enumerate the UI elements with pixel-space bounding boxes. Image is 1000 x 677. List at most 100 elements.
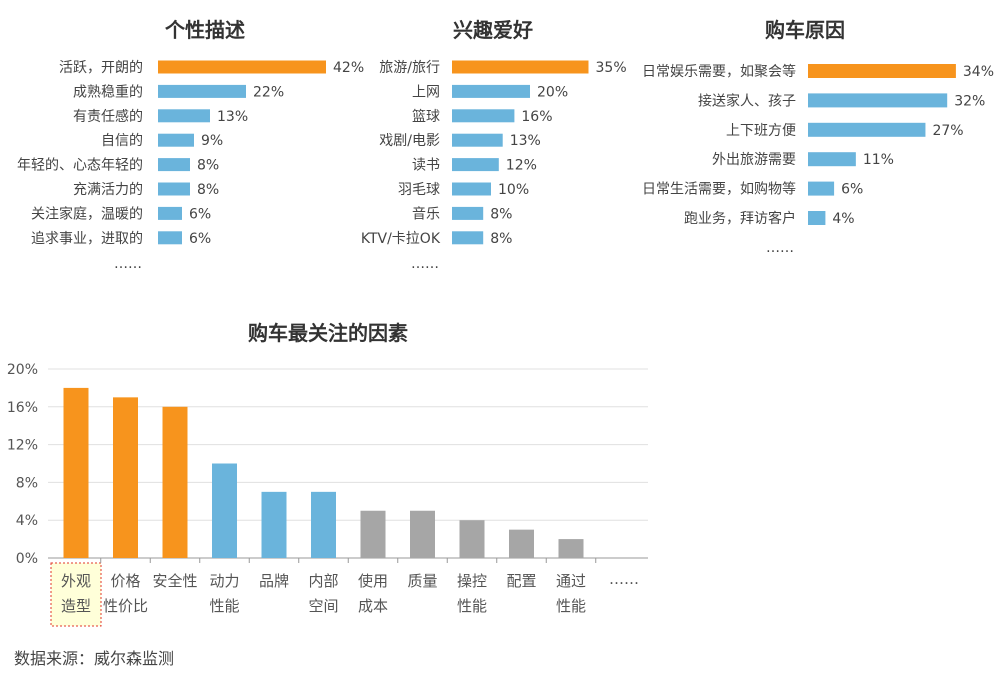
reason-category-label: 外出旅游需要 xyxy=(712,152,796,168)
factor-bar xyxy=(63,387,89,558)
factor-category-label: 安全性 xyxy=(152,572,197,590)
interest-bar xyxy=(452,231,484,245)
interest-more-indicator: …… xyxy=(411,256,439,272)
reason-value-label: 27% xyxy=(932,123,963,139)
personality-category-label: 年轻的、心态年轻的 xyxy=(17,158,143,174)
interest-bar xyxy=(452,133,503,147)
personality-category-label: 关注家庭，温暖的 xyxy=(31,205,143,222)
personality-bar xyxy=(158,158,190,172)
factor-category-label: 质量 xyxy=(407,572,437,590)
personality-bar xyxy=(158,60,326,74)
interest-value-label: 35% xyxy=(596,60,627,76)
interest-chart-title: 兴趣爱好 xyxy=(453,18,533,42)
factor-category-label: 性能 xyxy=(556,597,586,615)
interest-bar xyxy=(452,84,530,98)
factor-bar xyxy=(261,491,287,558)
factor-bar xyxy=(558,539,584,558)
reason-more-indicator: …… xyxy=(766,240,794,256)
factor-category-label: 操控 xyxy=(457,572,487,590)
interest-value-label: 8% xyxy=(490,206,512,222)
factor-bar xyxy=(212,463,237,558)
interest-category-label: 音乐 xyxy=(412,205,440,222)
interest-category-label: 读书 xyxy=(412,157,440,174)
y-tick-label: 20% xyxy=(7,362,38,378)
personality-value-label: 8% xyxy=(197,182,219,198)
highlight-category-box xyxy=(50,562,102,627)
reason-bar xyxy=(808,211,826,225)
personality-category-label: 有责任感的 xyxy=(73,108,143,125)
reason-category-label: 接送家人、孩子 xyxy=(698,92,796,109)
interest-value-label: 20% xyxy=(537,84,568,100)
interest-category-label: 旅游/旅行 xyxy=(379,60,440,76)
reason-category-label: 上下班方便 xyxy=(726,123,796,139)
personality-category-label: 自信的 xyxy=(101,133,143,149)
personality-value-label: 42% xyxy=(333,60,364,76)
personality-value-label: 9% xyxy=(201,133,223,149)
personality-category-label: 活跃，开朗的 xyxy=(59,60,143,76)
factor-bar xyxy=(113,397,138,558)
factor-category-label: 使用 xyxy=(358,572,388,590)
factor-bar xyxy=(162,406,188,558)
factors-more-indicator: …… xyxy=(609,570,639,588)
reason-bar xyxy=(808,122,926,137)
personality-bar xyxy=(158,231,182,245)
personality-bar xyxy=(158,84,246,98)
factor-bar xyxy=(360,510,386,558)
personality-value-label: 6% xyxy=(189,231,211,247)
personality-bar xyxy=(158,182,190,196)
reason-category-label: 日常娱乐需要，如聚会等 xyxy=(642,63,796,80)
reason-category-label: 日常生活需要，如购物等 xyxy=(642,181,796,198)
interest-value-label: 8% xyxy=(490,231,512,247)
personality-category-label: 追求事业，进取的 xyxy=(31,231,143,247)
factor-category-label: 动力 xyxy=(209,572,239,590)
interest-bar xyxy=(452,182,491,196)
personality-more-indicator: …… xyxy=(114,256,142,272)
factor-bar xyxy=(459,520,485,558)
factor-category-label: 品牌 xyxy=(259,572,289,590)
factor-category-label: 性能 xyxy=(457,597,487,615)
interest-category-label: 戏剧/电影 xyxy=(379,133,440,149)
reason-bar xyxy=(808,64,956,78)
personality-bar xyxy=(158,109,210,123)
interest-bar xyxy=(452,206,484,220)
reason-value-label: 6% xyxy=(841,182,863,198)
reason-bar xyxy=(808,181,835,196)
interest-category-label: KTV/卡拉OK xyxy=(361,231,441,247)
factor-bar xyxy=(509,529,534,558)
reason-value-label: 32% xyxy=(954,93,985,109)
interest-category-label: 上网 xyxy=(412,84,440,100)
personality-value-label: 22% xyxy=(253,84,284,100)
factor-category-label: 成本 xyxy=(358,597,388,615)
y-tick-label: 0% xyxy=(16,551,38,567)
factor-bar xyxy=(410,510,435,558)
interest-value-label: 13% xyxy=(510,133,541,149)
reason-chart-title: 购车原因 xyxy=(765,18,845,42)
personality-bar xyxy=(158,206,182,220)
personality-value-label: 13% xyxy=(217,109,248,125)
personality-category-label: 充满活力的 xyxy=(73,182,143,198)
interest-value-label: 12% xyxy=(506,158,537,174)
reason-value-label: 34% xyxy=(963,64,994,80)
interest-bar xyxy=(452,60,589,74)
factor-category-label: 性价比 xyxy=(103,597,148,615)
factor-category-label: 通过 xyxy=(556,572,586,590)
factor-bar xyxy=(311,491,336,558)
personality-category-label: 成熟稳重的 xyxy=(73,84,143,100)
reason-bar xyxy=(808,93,948,108)
personality-chart-title: 个性描述 xyxy=(164,18,245,42)
factor-category-label: 外观 xyxy=(61,572,91,590)
reason-value-label: 4% xyxy=(832,211,854,227)
factor-category-label: 内部 xyxy=(308,572,338,590)
factors-chart-title: 购车最关注的因素 xyxy=(248,321,408,345)
source-note: 数据来源：威尔森监测 xyxy=(14,649,174,668)
reason-value-label: 11% xyxy=(863,152,894,168)
y-tick-label: 8% xyxy=(16,475,38,491)
interest-value-label: 16% xyxy=(521,109,552,125)
y-tick-label: 12% xyxy=(7,438,38,454)
interest-value-label: 10% xyxy=(498,182,529,198)
factor-category-label: 价格 xyxy=(110,572,140,590)
interest-category-label: 篮球 xyxy=(412,109,440,125)
